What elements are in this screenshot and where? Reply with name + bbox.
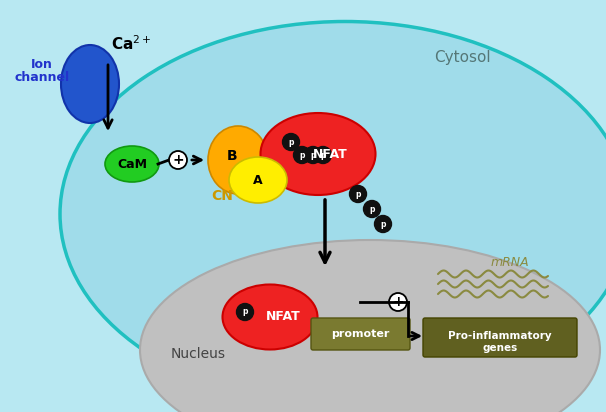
Text: genes: genes (482, 343, 518, 353)
FancyBboxPatch shape (311, 318, 410, 350)
Circle shape (304, 147, 322, 164)
Text: A: A (253, 173, 263, 187)
Text: p: p (355, 190, 361, 199)
Circle shape (350, 185, 367, 203)
Ellipse shape (222, 285, 318, 349)
Ellipse shape (61, 45, 119, 123)
Ellipse shape (229, 157, 287, 203)
Circle shape (169, 151, 187, 169)
Circle shape (315, 147, 331, 164)
Text: p: p (380, 220, 386, 229)
Circle shape (389, 293, 407, 311)
Text: p: p (310, 150, 316, 159)
Text: p: p (299, 150, 305, 159)
Text: B: B (227, 149, 238, 163)
Circle shape (282, 133, 299, 150)
Ellipse shape (105, 146, 159, 182)
Text: CN: CN (211, 189, 233, 203)
Text: p: p (242, 307, 248, 316)
Text: Pro-inflammatory: Pro-inflammatory (448, 331, 552, 341)
Text: Cytosol: Cytosol (434, 49, 490, 65)
Text: NFAT: NFAT (313, 147, 347, 161)
Text: promoter: promoter (331, 329, 389, 339)
Text: NFAT: NFAT (265, 311, 301, 323)
Text: mRNA: mRNA (491, 255, 529, 269)
Text: channel: channel (15, 70, 70, 84)
Ellipse shape (140, 240, 600, 412)
Circle shape (375, 215, 391, 232)
Text: Ion: Ion (31, 58, 53, 70)
Text: CaM: CaM (117, 157, 147, 171)
Ellipse shape (208, 126, 268, 194)
Ellipse shape (261, 113, 376, 195)
Text: Nucleus: Nucleus (170, 347, 225, 361)
Ellipse shape (60, 21, 606, 407)
Text: p: p (369, 204, 375, 213)
Text: +: + (172, 153, 184, 167)
Circle shape (236, 304, 253, 321)
Circle shape (364, 201, 381, 218)
Text: p: p (288, 138, 294, 147)
Text: p: p (320, 150, 326, 159)
Circle shape (293, 147, 310, 164)
Text: +: + (392, 295, 404, 309)
FancyBboxPatch shape (423, 318, 577, 357)
Text: Ca$^{2+}$: Ca$^{2+}$ (111, 35, 151, 53)
